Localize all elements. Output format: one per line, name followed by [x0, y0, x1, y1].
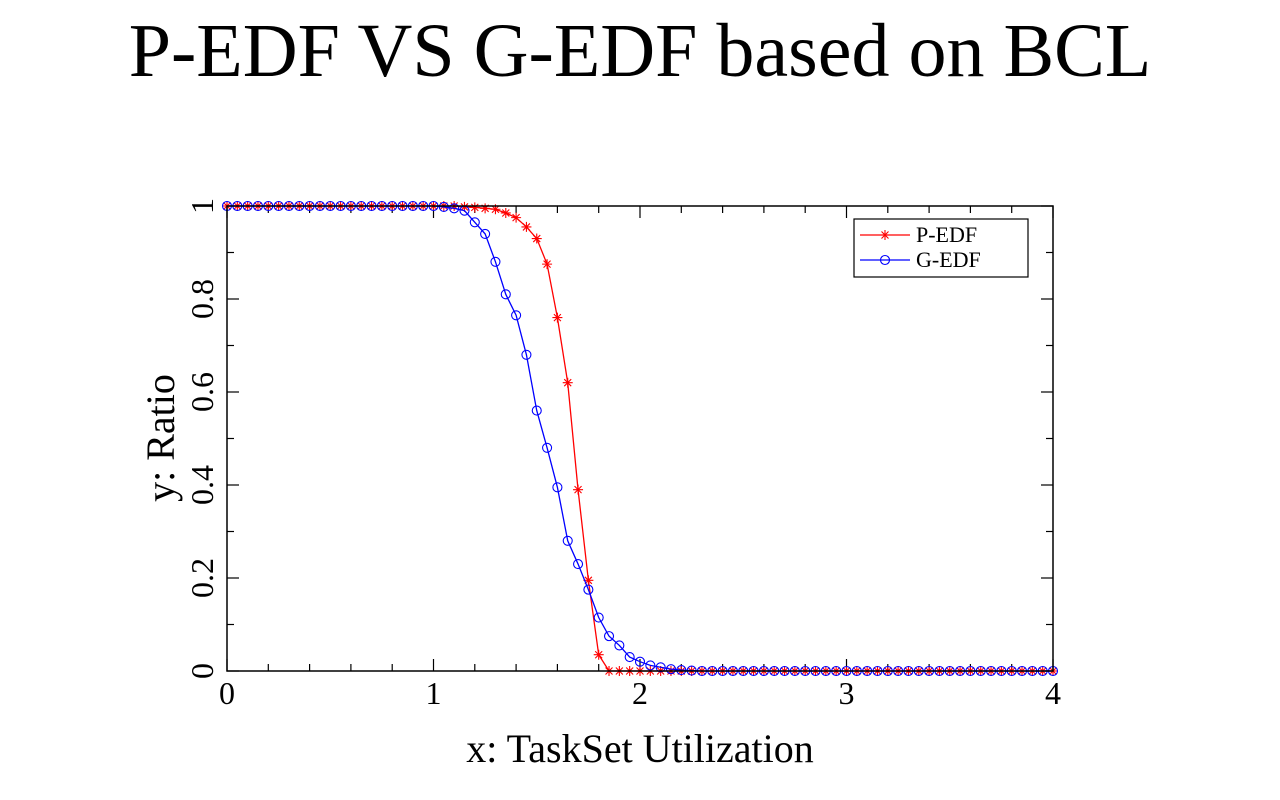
data-point-g-edf	[521, 349, 532, 360]
y-tick-label: 0	[184, 663, 220, 679]
data-point-g-edf	[603, 631, 615, 642]
legend-marker-g-edf	[879, 254, 891, 266]
legend-box	[853, 218, 1029, 278]
data-point-g-edf	[572, 558, 584, 570]
ticks-layer: 0 1 2 3 4 0 0.2 0.4 0.6 0.8 1	[184, 198, 1061, 711]
x-tick-label: 1	[426, 675, 442, 711]
data-point-p-edf	[542, 259, 553, 270]
data-point-g-edf	[531, 405, 542, 416]
data-point-p-edf	[490, 204, 501, 215]
y-tick-label: 0.4	[184, 465, 220, 505]
chart-title: P-EDF VS G-EDF based on BCL	[128, 9, 1152, 93]
data-point-g-edf	[480, 228, 491, 239]
x-tick-label: 0	[219, 675, 235, 711]
data-point-p-edf	[593, 649, 604, 660]
data-point-g-edf	[634, 656, 646, 667]
y-axis-label: y: Ratio	[138, 374, 183, 502]
data-point-g-edf	[449, 203, 460, 214]
plot-frame	[226, 205, 1054, 672]
data-point-g-edf	[490, 256, 501, 267]
data-point-p-edf	[562, 377, 573, 388]
x-tick-label: 2	[632, 675, 648, 711]
data-point-p-edf	[459, 201, 470, 212]
data-point-g-edf	[552, 482, 563, 493]
data-point-g-edf	[469, 217, 480, 228]
legend-label-g-edf: G-EDF	[916, 247, 981, 272]
data-point-g-edf	[500, 289, 511, 300]
data-point-p-edf	[521, 221, 532, 232]
legend-label-p-edf: P-EDF	[916, 222, 977, 247]
y-tick-label: 0.6	[184, 372, 220, 412]
legend-marker-p-edf	[880, 230, 890, 240]
data-point-g-edf	[676, 665, 687, 676]
data-point-g-edf	[511, 310, 522, 321]
y-tick-label: 0.8	[184, 279, 220, 319]
data-point-p-edf	[573, 484, 584, 495]
data-point-g-edf	[655, 662, 666, 673]
data-point-g-edf	[614, 640, 625, 651]
data-point-g-edf	[542, 442, 553, 453]
data-point-p-edf	[469, 202, 480, 213]
data-point-g-edf	[583, 584, 594, 595]
data-point-g-edf	[593, 612, 604, 623]
y-tick-label: 0.2	[184, 558, 220, 598]
data-point-g-edf	[562, 535, 573, 546]
y-tick-label: 1	[184, 198, 220, 214]
data-point-p-edf	[531, 233, 542, 244]
data-point-g-edf	[665, 664, 677, 675]
data-point-p-edf	[480, 203, 491, 214]
data-point-p-edf	[583, 575, 594, 586]
x-tick-label: 4	[1045, 675, 1061, 711]
x-axis-label: x: TaskSet Utilization	[466, 726, 814, 771]
data-point-p-edf	[552, 312, 563, 323]
data-point-p-edf	[511, 212, 522, 223]
x-tick-label: 3	[839, 675, 855, 711]
data-point-g-edf	[438, 201, 449, 212]
data-point-g-edf	[624, 651, 635, 663]
data-point-p-edf	[500, 207, 511, 218]
data-point-g-edf	[645, 660, 656, 671]
